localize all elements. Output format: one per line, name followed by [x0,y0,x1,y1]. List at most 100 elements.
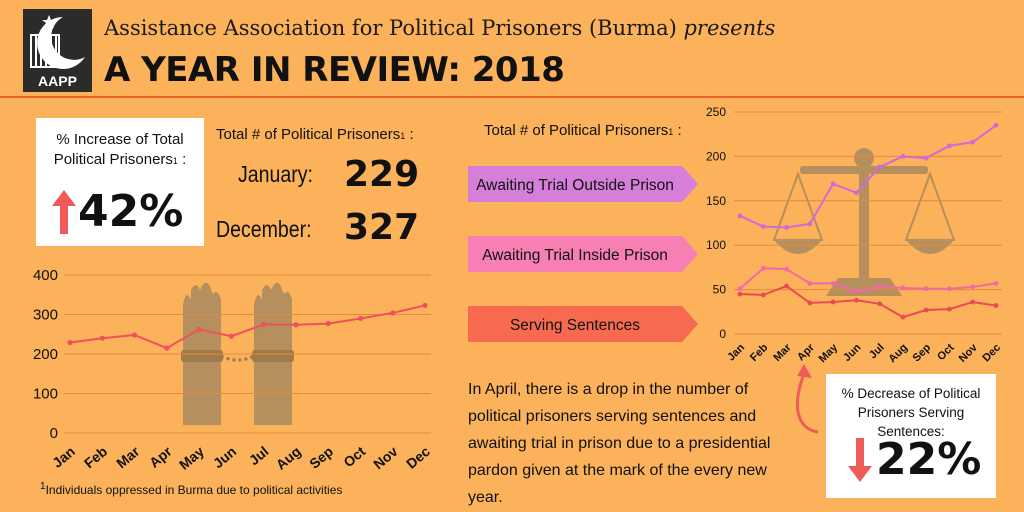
x-tick-label: Jul [867,342,887,362]
data-point [325,320,331,327]
data-point [784,225,789,230]
presents-text: presents [683,16,776,40]
data-point [737,286,743,292]
x-tick-label: Oct [935,341,957,363]
increase-title-line2: Political Prisoners [53,151,173,168]
y-tick-label: 100 [33,386,58,403]
x-tick-label: Nov [957,341,981,365]
data-point [923,155,929,161]
header-divider [0,96,1024,98]
data-point [853,288,859,294]
data-point [784,283,789,289]
data-point [830,181,836,187]
data-point [196,326,202,333]
footnote-marker: 1 [40,481,46,492]
data-point [293,322,299,328]
legend-arrow-shape [468,306,698,342]
data-point [830,299,836,305]
legend-arrow-shape [468,166,698,202]
x-tick-label: Oct [340,443,368,470]
y-tick-label: 400 [33,267,58,284]
y-tick-label: 0 [50,425,58,442]
series-line [69,304,426,350]
x-tick-label: Feb [81,443,110,471]
legend-label: Awaiting Trial Inside Prison [482,247,668,264]
total-prisoners-line-chart: 0 100 200 300 400 Jan Feb Mar Apr May Jun Jul Aug Sep… [33,267,433,473]
data-point [807,300,813,306]
data-point [807,280,813,286]
data-point [900,314,906,320]
y-tick-label: 100 [706,238,726,252]
decrease-title-line2: Prisoners Serving Sentences: [857,405,965,439]
x-tick-label: Dec [403,443,433,472]
data-point [784,266,789,272]
y-tick-label: 250 [706,105,726,119]
y-tick-label: 300 [33,307,58,324]
x-tick-label: Aug [886,342,910,366]
scales-of-justice-icon [772,148,956,296]
arrow-up-icon [52,189,76,234]
paragraph-line-1: In April, there is a drop in the number … [468,381,749,398]
data-point [807,221,813,227]
x-tick-label: Jun [841,341,864,364]
x-tick-label: Feb [748,341,771,364]
legend-arrow-3: Serving Sentences [468,306,698,342]
data-point [760,292,766,298]
data-point [853,190,859,196]
data-point [760,224,766,229]
data-point [947,143,952,149]
december-value: 327 [344,207,420,248]
january-value: 229 [344,154,420,195]
footnote: 1Individuals oppressed in Burma due to p… [40,481,342,497]
legend-arrow-2: Awaiting Trial Inside Prison [468,236,698,272]
data-point [923,286,929,292]
increase-title-line1: % Increase of Total [56,131,184,148]
data-point [830,280,836,286]
increase-value: 42% [78,186,184,237]
december-label: December: [216,216,312,242]
data-point [900,285,906,291]
page-title: A YEAR IN REVIEW: 2018 [104,50,565,90]
x-tick-label: May [176,443,207,473]
data-point [947,306,952,312]
explanation-paragraph: In April, there is a drop in the number … [468,376,798,511]
x-tick-label: Jan [725,341,747,363]
x-tick-label: Sep [911,341,934,364]
right-heading-colon: : [677,122,682,139]
y-tick-label: 200 [33,346,58,363]
x-tick-label: Dec [980,342,1003,365]
org-name: Assistance Association for Political Pri… [104,16,677,40]
data-point [261,321,267,327]
totals-colon: : [409,126,414,143]
decrease-title-line1: % Decrease of Political [841,386,981,401]
right-heading: Total # of Political Prisoners1 : [484,122,682,139]
x-tick-label: Jun [210,443,239,471]
data-point [422,302,428,309]
data-point [923,307,929,313]
data-point [760,265,766,271]
data-point [877,284,883,290]
data-point [993,303,999,308]
data-point [357,315,364,322]
totals-subscript: 1 [400,131,406,141]
totals-heading-text: Total # of Political Prisoners [216,126,401,143]
x-tick-label: Jan [49,443,78,471]
aapp-logo: AAPP [23,9,92,92]
data-point [737,213,743,219]
totals-heading: Total # of Political Prisoners1 : [216,126,414,143]
increase-subscript: 1 [172,156,178,166]
paragraph-line-2: political prisoners serving sentences an… [468,408,757,425]
data-point [970,139,976,145]
arrow-down-icon [848,437,872,482]
x-tick-label: Nov [370,443,401,472]
january-label: January: [238,161,313,187]
series-line [739,267,997,293]
curved-arrow-icon [795,364,819,434]
data-point [99,335,105,341]
paragraph-line-4: pardon given at the mark of the every ne… [468,462,767,506]
x-tick-label: Sep [306,443,336,472]
right-heading-subscript: 1 [668,127,674,137]
y-tick-label: 0 [719,327,726,341]
increase-colon: : [182,151,187,168]
